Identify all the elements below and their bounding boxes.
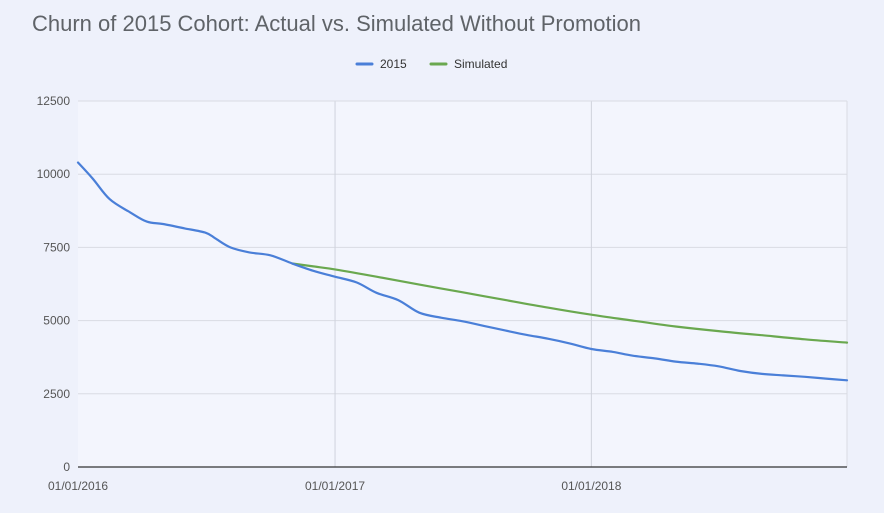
series-line-simulated <box>291 262 849 344</box>
y-tick-label: 2500 <box>43 387 70 401</box>
legend-label-2015: 2015 <box>380 57 407 71</box>
x-tick-label: 01/01/2018 <box>561 479 621 493</box>
x-tick-label: 01/01/2017 <box>305 479 365 493</box>
y-tick-label: 12500 <box>37 94 71 108</box>
y-tick-label: 10000 <box>37 167 71 181</box>
plot-area <box>78 101 847 467</box>
x-tick-label: 01/01/2016 <box>48 479 108 493</box>
legend-label-simulated: Simulated <box>454 57 507 71</box>
chart-title: Churn of 2015 Cohort: Actual vs. Simulat… <box>32 11 641 36</box>
y-tick-label: 0 <box>63 460 70 474</box>
series-line-2015 <box>76 161 849 382</box>
y-tick-label: 5000 <box>43 314 70 328</box>
y-tick-label: 7500 <box>43 240 70 254</box>
